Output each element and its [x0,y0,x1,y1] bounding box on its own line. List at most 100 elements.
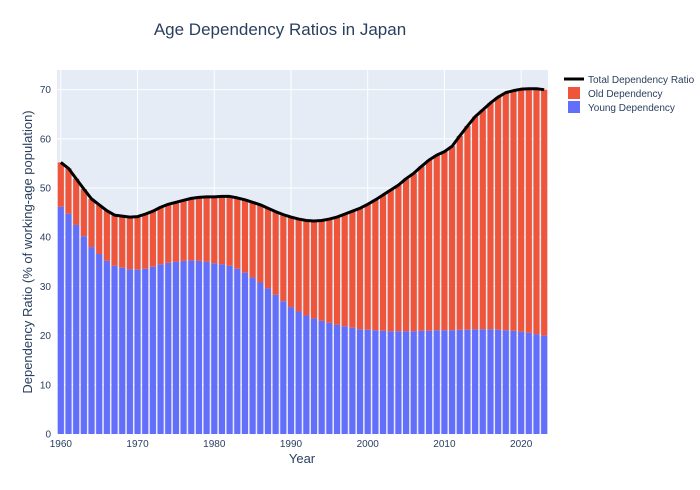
bar-young-1969[interactable] [126,269,133,434]
bar-old-1999[interactable] [356,208,364,330]
bar-young-1991[interactable] [295,311,302,434]
bar-old-1982[interactable] [226,196,233,266]
bar-young-1973[interactable] [157,264,164,434]
bar-young-1972[interactable] [149,266,156,434]
bar-young-2017[interactable] [495,329,502,434]
bar-young-1978[interactable] [195,260,202,434]
bar-young-1987[interactable] [264,288,272,434]
bar-old-2014[interactable] [472,116,479,330]
bar-old-2021[interactable] [525,88,532,333]
bar-young-2019[interactable] [510,330,517,434]
bar-old-1994[interactable] [318,220,325,321]
bar-young-2023[interactable] [541,335,548,434]
bar-old-1984[interactable] [241,199,249,273]
bar-young-1965[interactable] [96,253,103,434]
bar-old-1980[interactable] [211,196,218,264]
bar-old-2022[interactable] [533,88,540,335]
bar-young-1963[interactable] [80,236,87,434]
bar-old-2012[interactable] [456,135,463,330]
bar-young-2016[interactable] [487,329,494,434]
bar-young-2005[interactable] [403,331,410,434]
bar-old-1969[interactable] [126,217,133,270]
bar-young-1985[interactable] [249,277,256,434]
bar-old-1961[interactable] [65,168,72,214]
bar-young-1993[interactable] [310,318,318,434]
bar-young-1992[interactable] [303,315,310,434]
bar-young-1974[interactable] [165,262,172,434]
bar-young-1979[interactable] [203,261,210,434]
bar-young-1986[interactable] [257,282,264,434]
bar-young-1970[interactable] [134,269,141,434]
bar-young-1995[interactable] [326,322,333,434]
bar-young-1999[interactable] [356,329,364,434]
bar-old-1993[interactable] [310,221,318,319]
legend-item-old[interactable]: Old Dependency [568,87,663,100]
legend-item-young[interactable]: Young Dependency [568,101,675,114]
bar-old-2023[interactable] [541,89,548,336]
bar-old-2005[interactable] [403,178,410,332]
bar-old-2007[interactable] [418,166,425,331]
bar-young-1968[interactable] [119,267,126,434]
bar-young-2012[interactable] [456,329,463,434]
bar-old-2011[interactable] [449,146,456,331]
bar-young-2006[interactable] [410,331,417,434]
bar-old-1962[interactable] [73,178,80,225]
bar-young-2021[interactable] [525,332,532,434]
bar-young-2009[interactable] [433,330,440,434]
bar-young-1964[interactable] [88,247,95,434]
bar-old-1976[interactable] [180,200,187,261]
bar-young-1982[interactable] [226,265,233,434]
bar-old-1960[interactable] [57,162,64,207]
bar-old-1965[interactable] [96,204,103,254]
bar-young-1960[interactable] [57,206,64,434]
bar-old-2016[interactable] [487,102,494,330]
bar-old-2004[interactable] [395,185,402,332]
bar-old-1975[interactable] [172,202,179,262]
bar-old-1996[interactable] [333,217,341,325]
bar-young-2003[interactable] [387,331,394,434]
bar-young-2015[interactable] [479,329,486,434]
bar-young-2007[interactable] [418,330,425,434]
bar-old-1995[interactable] [326,219,333,323]
bar-old-1986[interactable] [257,204,264,283]
bar-old-2006[interactable] [410,173,417,332]
bar-old-1988[interactable] [272,211,279,295]
bar-young-1961[interactable] [65,213,72,434]
bar-old-1979[interactable] [203,196,210,262]
bar-young-1966[interactable] [103,260,110,434]
bar-old-2002[interactable] [379,194,387,331]
bar-old-1963[interactable] [80,189,87,237]
bar-old-2013[interactable] [464,126,471,330]
bar-young-2013[interactable] [464,329,471,434]
bar-old-1974[interactable] [165,204,172,263]
legend[interactable]: Total Dependency Ratio Old Dependency Yo… [564,75,695,114]
bar-old-1998[interactable] [349,211,356,328]
bar-old-1973[interactable] [157,207,164,265]
bar-old-1985[interactable] [249,202,256,278]
bar-young-1977[interactable] [188,260,195,434]
bar-young-2020[interactable] [518,331,525,434]
bar-old-2001[interactable] [372,199,379,331]
bar-old-1981[interactable] [218,196,226,265]
bar-young-1990[interactable] [287,307,295,434]
bar-old-1990[interactable] [287,217,295,308]
bar-young-2018[interactable] [502,330,509,434]
bar-old-1968[interactable] [119,216,126,268]
bar-young-1976[interactable] [180,260,187,434]
bar-old-1992[interactable] [303,220,310,316]
bar-old-1991[interactable] [295,219,302,312]
bar-old-1964[interactable] [88,198,95,248]
bar-young-2001[interactable] [372,330,379,434]
bar-young-1980[interactable] [211,263,218,434]
bar-old-2009[interactable] [433,155,440,331]
bar-young-1988[interactable] [272,294,279,434]
bar-old-1972[interactable] [149,211,156,267]
bar-old-1983[interactable] [234,197,241,269]
bar-young-1997[interactable] [341,326,348,434]
bar-old-1989[interactable] [280,214,287,302]
bar-old-2015[interactable] [479,109,486,330]
bar-young-2004[interactable] [395,331,402,434]
bar-old-1987[interactable] [264,208,272,289]
bar-young-1998[interactable] [349,327,356,434]
bar-young-2000[interactable] [364,329,371,434]
